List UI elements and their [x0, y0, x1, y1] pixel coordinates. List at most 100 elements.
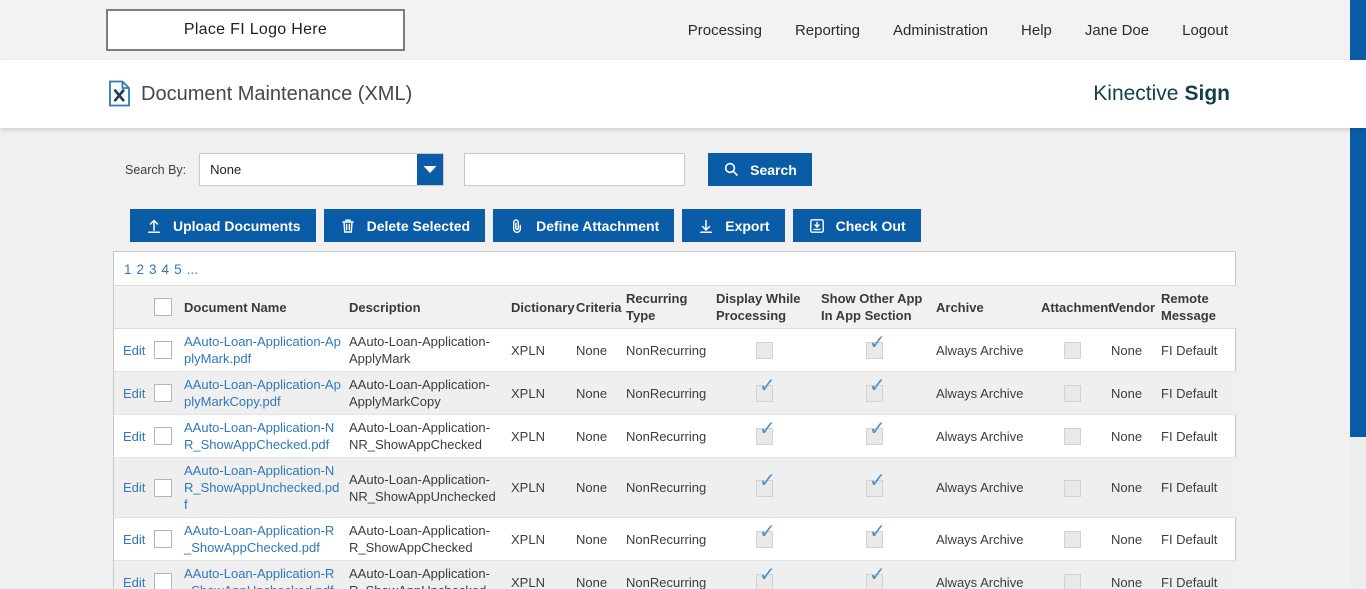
paperclip-icon: [513, 218, 522, 233]
check-icon: ✓: [759, 521, 776, 544]
col-attachment: Attachment: [1041, 285, 1113, 329]
check-icon: ✓: [759, 564, 776, 587]
edit-cell: Edit: [114, 328, 154, 372]
recurring-type-cell: NonRecurring: [626, 371, 716, 415]
nav-item-reporting[interactable]: Reporting: [794, 21, 860, 39]
edit-cell: Edit: [114, 517, 154, 561]
edit-link[interactable]: Edit: [123, 574, 146, 589]
nav-item-processing[interactable]: Processing: [687, 21, 762, 39]
edit-cell: Edit: [114, 457, 154, 518]
vendor-cell: None: [1111, 517, 1161, 561]
vendor-cell: None: [1111, 560, 1161, 589]
fi-logo-placeholder: Place FI Logo Here: [106, 9, 405, 51]
table-row: Edit AAuto-Loan-Application-ApplyMark.pdf…: [114, 328, 1237, 372]
show-other-app-cell: ✓: [821, 457, 936, 518]
attachment-checkbox: [1063, 531, 1081, 549]
select-all-checkbox[interactable]: [154, 298, 172, 317]
button-label: Define Attachment: [536, 217, 660, 234]
archive-cell: Always Archive: [936, 457, 1041, 518]
page-link-more[interactable]: ...: [186, 262, 198, 277]
row-select-checkbox[interactable]: [154, 427, 172, 446]
define-attachment-button[interactable]: Define Attachment: [493, 209, 675, 242]
page-link-3[interactable]: 3: [149, 262, 157, 277]
row-select-checkbox[interactable]: [154, 478, 172, 497]
edit-link[interactable]: Edit: [123, 531, 146, 547]
recurring-type-cell: NonRecurring: [626, 517, 716, 561]
select-cell: [154, 560, 184, 589]
check-icon: ✓: [869, 469, 886, 492]
row-select-checkbox[interactable]: [154, 573, 172, 589]
dictionary-cell: XPLN: [511, 371, 576, 415]
top-nav: Processing Reporting Administration Help Jan…: [688, 0, 1228, 60]
display-while-processing-checkbox: ✓: [756, 376, 776, 403]
edit-link[interactable]: Edit: [123, 385, 146, 401]
document-name-link[interactable]: AAuto-Loan-Application-R_ShowAppUnchecke…: [184, 566, 335, 589]
page-link-1[interactable]: 1: [124, 262, 132, 277]
select-cell: [154, 517, 184, 561]
delete-selected-button[interactable]: Delete Selected: [323, 209, 486, 242]
documents-table-card: 1 2 3 4 5... Document Name Description Dicti…: [113, 251, 1237, 589]
dictionary-cell: XPLN: [511, 457, 576, 518]
vendor-cell: None: [1111, 371, 1161, 415]
table-row: Edit AAuto-Loan-Application-R_ShowAppChec…: [114, 517, 1237, 561]
criteria-cell: None: [576, 328, 626, 372]
chevron-down-icon[interactable]: [417, 154, 444, 185]
document-name-cell: AAuto-Loan-Application-NR_ShowAppChecked…: [184, 414, 349, 458]
edit-link[interactable]: Edit: [123, 428, 146, 444]
check-out-button[interactable]: Check Out: [792, 209, 921, 242]
description-cell: AAuto-Loan-Application-NR_ShowAppChecked: [349, 414, 511, 458]
topbar: Place FI Logo Here Processing Reporting Ad…: [0, 0, 1366, 60]
description-cell: AAuto-Loan-Application-NR_ShowAppUncheck…: [349, 457, 511, 518]
nav-item-help[interactable]: Help: [1021, 21, 1052, 39]
page-link-4[interactable]: 4: [161, 262, 170, 277]
col-document-name: Document Name: [184, 285, 349, 329]
search-by-dropdown[interactable]: None: [199, 153, 445, 186]
row-select-checkbox[interactable]: [154, 341, 172, 360]
attachment-cell: [1041, 457, 1111, 518]
col-recurring-type: Recurring Type: [626, 285, 716, 329]
search-icon: [724, 162, 739, 177]
document-name-link[interactable]: AAuto-Loan-Application-NR_ShowAppUncheck…: [184, 463, 340, 512]
upload-documents-button[interactable]: Upload Documents: [130, 209, 316, 242]
vendor-cell: None: [1111, 328, 1161, 372]
row-select-checkbox[interactable]: [154, 384, 172, 403]
document-name-link[interactable]: AAuto-Loan-Application-ApplyMarkCopy.pdf: [184, 377, 341, 409]
dictionary-cell: XPLN: [511, 517, 576, 561]
search-by-label: Search By:: [125, 162, 187, 177]
page-link-5[interactable]: 5: [174, 262, 182, 277]
search-button[interactable]: Search: [708, 153, 812, 186]
nav-item-logout[interactable]: Logout: [1182, 21, 1228, 39]
document-name-cell: AAuto-Loan-Application-R_ShowAppUnchecke…: [184, 560, 349, 589]
check-icon: ✓: [759, 418, 776, 441]
row-select-checkbox[interactable]: [154, 530, 172, 549]
show-other-app-cell: ✓: [821, 371, 936, 415]
col-remote-message: Remote Message: [1161, 285, 1237, 329]
page-link-2[interactable]: 2: [136, 262, 145, 277]
display-while-processing-cell: ✓: [716, 517, 821, 561]
nav-item-user-jane-doe[interactable]: Jane Doe: [1084, 21, 1150, 39]
col-description: Description: [349, 285, 511, 329]
archive-cell: Always Archive: [936, 414, 1041, 458]
edit-link[interactable]: Edit: [123, 342, 146, 358]
display-while-processing-checkbox: ✓: [756, 565, 776, 589]
remote-message-cell: FI Default: [1161, 517, 1237, 561]
check-icon: ✓: [869, 418, 886, 441]
description-cell: AAuto-Loan-Application-R_ShowAppChecked: [349, 517, 511, 561]
remote-message-cell: FI Default: [1161, 371, 1237, 415]
documents-table: Document Name Description Dictionary Cri…: [114, 285, 1237, 589]
document-name-link[interactable]: AAuto-Loan-Application-NR_ShowAppChecked…: [184, 420, 335, 452]
remote-message-cell: FI Default: [1161, 414, 1237, 458]
check-icon: ✓: [869, 564, 886, 587]
export-button[interactable]: Export: [682, 209, 785, 242]
search-input[interactable]: [464, 153, 686, 186]
vendor-cell: None: [1111, 414, 1161, 458]
nav-item-administration[interactable]: Administration: [892, 21, 989, 39]
document-name-link[interactable]: AAuto-Loan-Application-ApplyMark.pdf: [184, 334, 341, 366]
col-vendor: Vendor: [1111, 285, 1161, 329]
col-display-while-processing: Display While Processing: [716, 285, 821, 329]
remote-message-cell: FI Default: [1161, 457, 1237, 518]
document-name-link[interactable]: AAuto-Loan-Application-R_ShowAppChecked.…: [184, 523, 335, 555]
show-other-app-cell: ✓: [821, 328, 936, 372]
edit-link[interactable]: Edit: [123, 480, 146, 495]
col-select-all: [154, 285, 184, 329]
